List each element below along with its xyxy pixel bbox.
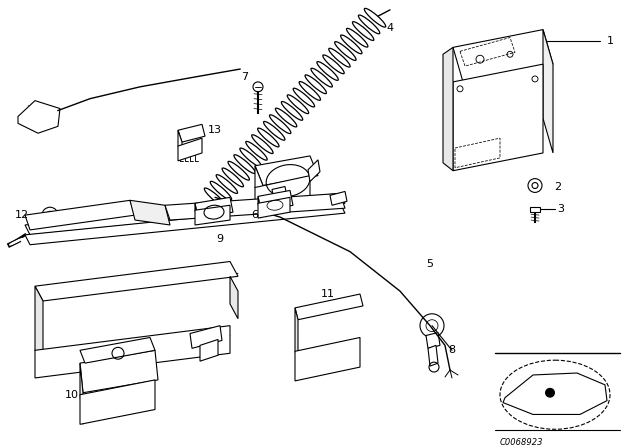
Polygon shape: [272, 186, 287, 200]
Polygon shape: [195, 198, 233, 218]
Ellipse shape: [329, 48, 350, 67]
Ellipse shape: [264, 121, 285, 140]
Ellipse shape: [346, 28, 368, 47]
Polygon shape: [130, 200, 170, 225]
Text: 11: 11: [321, 289, 335, 299]
Polygon shape: [195, 203, 198, 225]
Polygon shape: [258, 198, 290, 218]
Text: 3: 3: [557, 204, 564, 214]
Ellipse shape: [293, 88, 315, 107]
Polygon shape: [195, 205, 230, 225]
Polygon shape: [460, 38, 515, 66]
Ellipse shape: [269, 115, 291, 134]
Polygon shape: [35, 286, 43, 365]
Ellipse shape: [299, 82, 321, 100]
Polygon shape: [426, 332, 440, 349]
Polygon shape: [25, 203, 345, 245]
Text: 7: 7: [241, 72, 248, 82]
Polygon shape: [443, 47, 453, 171]
Ellipse shape: [335, 42, 356, 60]
Polygon shape: [255, 166, 263, 207]
Ellipse shape: [287, 95, 308, 114]
Ellipse shape: [364, 9, 386, 27]
Polygon shape: [543, 30, 553, 153]
Text: 4: 4: [387, 23, 394, 33]
Polygon shape: [255, 176, 310, 207]
Polygon shape: [255, 156, 318, 185]
Polygon shape: [330, 191, 347, 205]
Polygon shape: [80, 380, 155, 424]
Polygon shape: [295, 337, 360, 381]
Text: 1: 1: [607, 36, 614, 47]
Polygon shape: [295, 308, 298, 363]
Polygon shape: [35, 326, 230, 378]
Polygon shape: [428, 345, 438, 366]
Text: 6: 6: [252, 210, 259, 220]
Ellipse shape: [275, 108, 297, 127]
Ellipse shape: [240, 148, 261, 167]
Polygon shape: [230, 276, 238, 319]
Polygon shape: [453, 30, 553, 82]
Ellipse shape: [353, 22, 374, 40]
Text: 5: 5: [426, 259, 433, 269]
Ellipse shape: [258, 128, 279, 147]
Ellipse shape: [210, 181, 232, 200]
Text: 8: 8: [449, 345, 456, 355]
Ellipse shape: [234, 155, 255, 173]
Ellipse shape: [216, 175, 237, 194]
Polygon shape: [25, 200, 135, 230]
Polygon shape: [178, 138, 202, 161]
Polygon shape: [530, 207, 540, 212]
Text: 10: 10: [65, 390, 79, 400]
Ellipse shape: [317, 61, 339, 80]
Polygon shape: [295, 294, 363, 320]
Polygon shape: [455, 138, 500, 168]
Polygon shape: [258, 196, 261, 218]
Polygon shape: [80, 350, 158, 393]
Polygon shape: [18, 101, 60, 133]
Text: 12: 12: [15, 210, 29, 220]
Ellipse shape: [222, 168, 243, 187]
Circle shape: [545, 388, 555, 398]
Text: 9: 9: [216, 234, 223, 244]
Polygon shape: [503, 373, 607, 414]
Ellipse shape: [252, 135, 273, 154]
Polygon shape: [178, 130, 182, 158]
Text: C0068923: C0068923: [500, 438, 543, 447]
Polygon shape: [80, 363, 83, 424]
Polygon shape: [190, 326, 222, 349]
Ellipse shape: [311, 68, 332, 87]
Ellipse shape: [358, 15, 380, 34]
Ellipse shape: [282, 102, 303, 120]
Polygon shape: [80, 337, 155, 363]
Ellipse shape: [246, 142, 267, 160]
Polygon shape: [258, 190, 293, 211]
Polygon shape: [308, 160, 320, 181]
Text: 13: 13: [208, 125, 222, 135]
Polygon shape: [178, 125, 205, 142]
Ellipse shape: [228, 161, 250, 180]
Ellipse shape: [340, 35, 362, 54]
Polygon shape: [453, 64, 543, 171]
Ellipse shape: [204, 188, 226, 207]
Text: 2: 2: [554, 182, 561, 193]
Ellipse shape: [305, 75, 326, 94]
Polygon shape: [25, 194, 345, 235]
Ellipse shape: [323, 55, 344, 74]
Polygon shape: [165, 194, 345, 220]
Polygon shape: [200, 340, 218, 361]
Polygon shape: [35, 262, 238, 301]
